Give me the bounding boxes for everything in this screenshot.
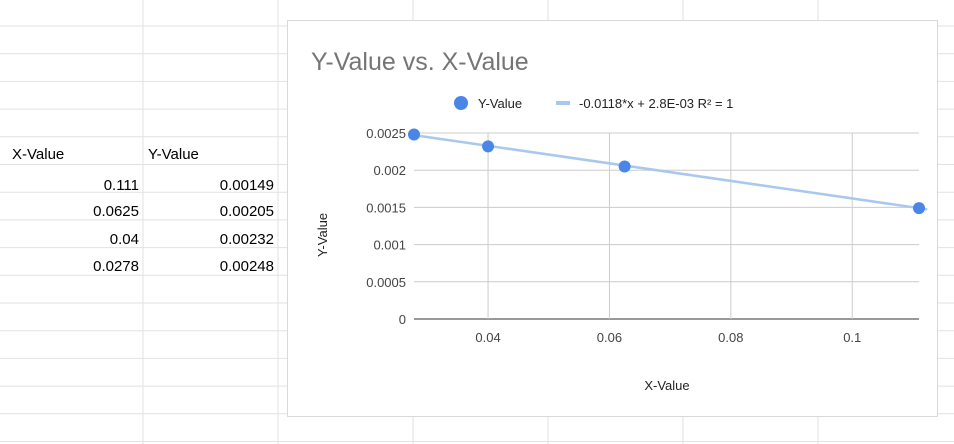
cell-y-row3[interactable]: 0.00232 — [219, 231, 274, 248]
cell-x-row3[interactable]: 0.04 — [109, 231, 139, 248]
data-point-0-2[interactable] — [482, 140, 495, 153]
y-tick-label-3: 0.0015 — [366, 200, 406, 215]
chart-gridlines — [414, 132, 919, 320]
y-tick-label-1: 0.0005 — [366, 275, 406, 290]
cell-x-row2[interactable]: 0.0625 — [93, 203, 139, 220]
cell-y-row4[interactable]: 0.00248 — [219, 258, 274, 275]
data-point-0-1[interactable] — [618, 160, 631, 173]
cell-x-row1[interactable]: 0.111 — [103, 177, 139, 194]
cell-x-row4[interactable]: 0.0278 — [93, 258, 139, 275]
y-tick-label-2: 0.001 — [373, 238, 406, 253]
header-y-value[interactable]: Y-Value — [148, 146, 199, 163]
legend-marker-trendline — [556, 101, 570, 105]
cell-y-row1[interactable]: 0.00149 — [219, 177, 274, 194]
y-tick-label-0: 0 — [399, 312, 406, 327]
axis-tick-labels: 0 0.0005 0.001 0.0015 0.002 0.0025 0.04 0.06 0.0… — [366, 126, 861, 345]
trendline-layer — [412, 133, 928, 211]
x-tick-label-3: 0.1 — [843, 330, 861, 345]
header-x-value[interactable]: X-Value — [12, 146, 65, 163]
x-tick-label-0: 0.04 — [475, 330, 500, 345]
y-tick-label-5: 0.0025 — [366, 126, 406, 141]
legend: Y-Value -0.0118*x + 2.8E-03 R² = 1 — [454, 96, 733, 111]
cell-y-row2[interactable]: 0.00205 — [219, 203, 274, 220]
x-tick-label-2: 0.08 — [718, 330, 743, 345]
legend-label-points: Y-Value — [478, 96, 522, 111]
y-tick-label-4: 0.002 — [373, 163, 406, 178]
data-point-0-0[interactable] — [913, 202, 925, 215]
embedded-chart[interactable]: Y-Value vs. X-Value Y-Value -0.0118*x + … — [287, 20, 938, 417]
x-tick-label-1: 0.06 — [597, 330, 622, 345]
x-axis-title: X-Value — [644, 378, 689, 393]
data-points — [408, 128, 925, 215]
scatter-chart: Y-Value vs. X-Value Y-Value -0.0118*x + … — [311, 48, 928, 393]
legend-marker-points — [454, 96, 468, 110]
y-axis-title: Y-Value — [315, 213, 330, 257]
legend-label-trendline: -0.0118*x + 2.8E-03 R² = 1 — [579, 96, 733, 111]
chart-title: Y-Value vs. X-Value — [311, 48, 529, 76]
data-point-0-3[interactable] — [408, 128, 420, 141]
trendline — [412, 133, 928, 211]
